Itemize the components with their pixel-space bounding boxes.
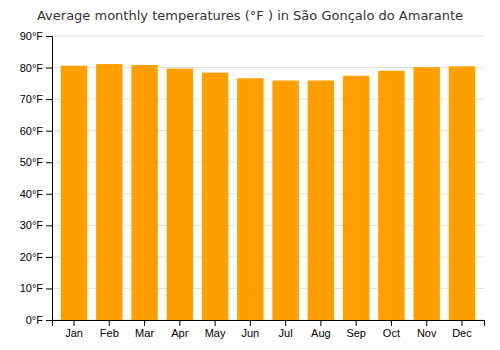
grid-line <box>52 36 484 37</box>
tick: Aug <box>311 320 331 339</box>
tick: Jan <box>65 320 83 339</box>
tick-label: 70°F <box>20 93 44 105</box>
tick: 70°F <box>20 93 52 105</box>
tick-label: 20°F <box>20 251 44 263</box>
tick: Mar <box>135 320 154 339</box>
tick-mark <box>46 99 52 100</box>
tick: Jun <box>241 320 259 339</box>
bar <box>202 73 228 320</box>
tick-mark <box>179 320 180 326</box>
tick-label: 50°F <box>20 156 44 168</box>
tick-mark <box>461 320 462 326</box>
tick-label: Feb <box>100 327 119 339</box>
tick-label: Jun <box>241 327 259 339</box>
tick-label: Nov <box>417 327 437 339</box>
tick-label: 80°F <box>20 62 44 74</box>
axis-domain <box>53 321 485 327</box>
tick-mark <box>46 225 52 226</box>
tick-mark <box>109 320 110 326</box>
bars <box>61 64 475 320</box>
tick: Oct <box>383 320 400 339</box>
bar <box>272 80 298 320</box>
tick-mark <box>46 68 52 69</box>
bar <box>413 67 439 320</box>
tick-label: 10°F <box>20 282 44 294</box>
tick-label: Jan <box>65 327 83 339</box>
tick: Jul <box>279 320 293 339</box>
tick-label: 0°F <box>26 314 44 326</box>
tick: Dec <box>452 320 472 339</box>
tick: Nov <box>417 320 437 339</box>
title: Average monthly temperatures (°F ) in Sã… <box>37 8 463 23</box>
tick-label: 90°F <box>20 30 44 42</box>
tick-mark <box>391 320 392 326</box>
tick-mark <box>74 320 75 326</box>
tick-label: Mar <box>135 327 154 339</box>
tick-mark <box>320 320 321 326</box>
tick-label: May <box>205 327 226 339</box>
grid <box>52 36 484 320</box>
tick-mark <box>46 288 52 289</box>
tick-mark <box>46 194 52 195</box>
tick: 20°F <box>20 251 52 263</box>
tick-label: Sep <box>346 327 366 339</box>
plot: Jan Feb Mar Apr May Jun Jul Aug Sep Oct Nov Dec 0°F 1… <box>20 30 485 339</box>
tick: Apr <box>171 320 188 339</box>
tick: 0°F <box>26 314 52 326</box>
tick: 30°F <box>20 219 52 231</box>
tick: 60°F <box>20 125 52 137</box>
tick-label: 30°F <box>20 219 44 231</box>
tick-mark <box>46 257 52 258</box>
tick: 40°F <box>20 188 52 200</box>
tick-label: 60°F <box>20 125 44 137</box>
bar <box>308 80 334 320</box>
tick-mark <box>215 320 216 326</box>
tick-label: 40°F <box>20 188 44 200</box>
bar <box>378 71 404 320</box>
tick: 10°F <box>20 282 52 294</box>
tick-label: Apr <box>171 327 188 339</box>
bar <box>237 78 263 320</box>
bar <box>96 64 122 320</box>
tick-mark <box>250 320 251 326</box>
bar <box>343 76 369 320</box>
tick: Feb <box>100 320 119 339</box>
y-axis: 0°F 10°F 20°F 30°F 40°F 50°F 60°F 70°F 80°F 90°F <box>20 30 53 326</box>
tick-mark <box>426 320 427 326</box>
bar <box>167 69 193 320</box>
tick: May <box>205 320 226 339</box>
tick: Sep <box>346 320 366 339</box>
x-axis: Jan Feb Mar Apr May Jun Jul Aug Sep Oct Nov Dec <box>53 320 485 339</box>
tick: 50°F <box>20 156 52 168</box>
tick-mark <box>46 36 52 37</box>
bar <box>131 65 157 320</box>
tick-mark <box>46 131 52 132</box>
bar <box>449 66 475 320</box>
axis-domain <box>46 37 53 321</box>
tick-label: Oct <box>383 327 400 339</box>
tick: 90°F <box>20 30 52 42</box>
chart: Jan Feb Mar Apr May Jun Jul Aug Sep Oct Nov Dec 0°F 1… <box>0 0 500 350</box>
bar <box>61 66 87 320</box>
tick-mark <box>46 162 52 163</box>
tick-label: Jul <box>279 327 293 339</box>
tick-mark <box>144 320 145 326</box>
tick-mark <box>356 320 357 326</box>
tick-mark <box>46 320 52 321</box>
tick: 80°F <box>20 62 52 74</box>
tick-label: Dec <box>452 327 472 339</box>
tick-mark <box>285 320 286 326</box>
tick-label: Aug <box>311 327 331 339</box>
